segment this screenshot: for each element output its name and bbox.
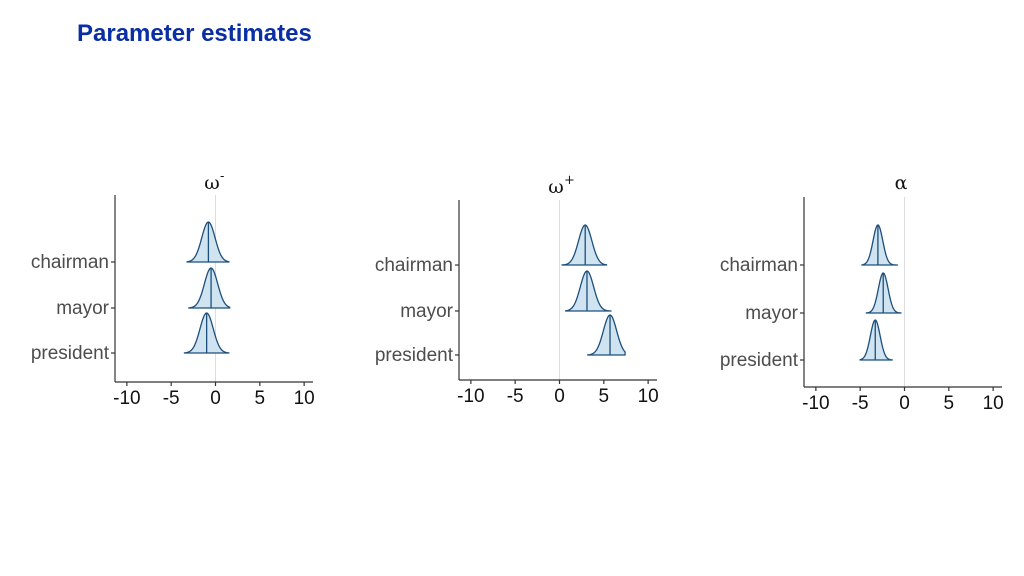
- x-tick-label: 10: [638, 386, 659, 407]
- category-label: mayor: [56, 298, 109, 319]
- density-ridge-chairman: [561, 224, 608, 266]
- panel-title: ω: [548, 176, 564, 198]
- x-tick-label: 0: [210, 388, 221, 409]
- x-tick-label: -10: [802, 393, 829, 414]
- density-ridge-president: [587, 314, 626, 356]
- category-label: president: [720, 350, 799, 371]
- x-tick-label: -5: [163, 388, 180, 409]
- panel-title: α: [895, 172, 908, 194]
- x-tick-label: 5: [255, 388, 266, 409]
- category-label: chairman: [31, 252, 109, 273]
- chart-omega-plus: ω + -10 -5 0 5 10 chairman mayor president: [375, 173, 659, 407]
- x-tick-label: -10: [113, 388, 140, 409]
- panel-title-superscript: +: [564, 173, 575, 188]
- category-label: president: [375, 345, 454, 366]
- slide-title: Parameter estimates: [77, 20, 312, 47]
- category-label: president: [31, 343, 110, 364]
- x-tick-label: 5: [599, 386, 610, 407]
- x-tick-label: 5: [944, 393, 955, 414]
- x-tick-label: 10: [983, 393, 1004, 414]
- x-tick-label: -10: [457, 386, 484, 407]
- x-tick-label: 0: [554, 386, 565, 407]
- x-tick-label: 0: [899, 393, 910, 414]
- panel-title-superscript: -: [220, 169, 224, 184]
- density-ridge-chairman: [861, 224, 899, 266]
- category-label: mayor: [745, 303, 798, 324]
- x-tick-label: -5: [507, 386, 524, 407]
- density-ridge-mayor: [188, 267, 231, 309]
- chart-alpha: α -10 -5 0 5 10 chairman mayor president: [720, 172, 1004, 414]
- panel-title: ω: [204, 172, 220, 194]
- density-ridge-president: [859, 319, 893, 361]
- category-label: chairman: [375, 255, 453, 276]
- category-label: chairman: [720, 255, 798, 276]
- x-tick-label: 10: [294, 388, 315, 409]
- chart-omega-minus: ω - -10 -5 0 5 10 chairman mayor president: [31, 169, 315, 409]
- x-tick-label: -5: [852, 393, 869, 414]
- density-ridge-mayor: [565, 270, 612, 312]
- category-label: mayor: [400, 301, 453, 322]
